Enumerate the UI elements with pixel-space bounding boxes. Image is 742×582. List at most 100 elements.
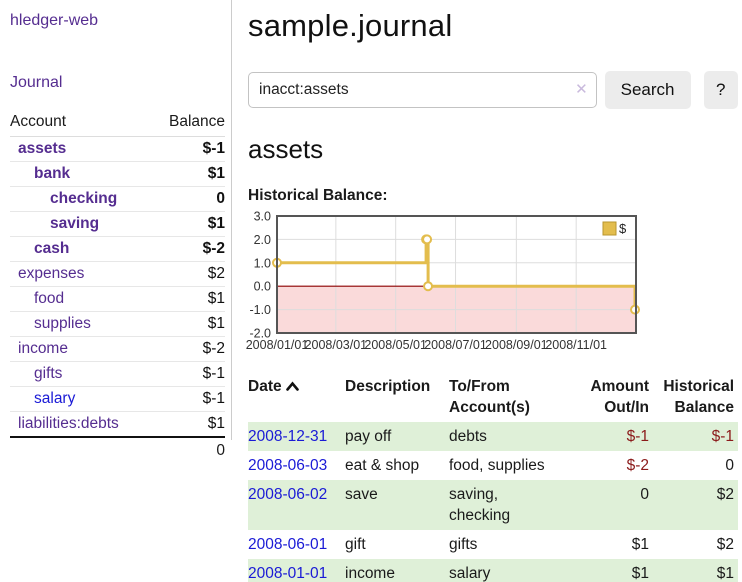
account-balance: $-2	[151, 336, 225, 362]
register-header-amount: Amount Out/In	[590, 378, 649, 416]
account-balance: $1	[151, 161, 225, 187]
transaction-accounts: debts	[449, 422, 571, 451]
sort-ascending-icon	[285, 377, 299, 398]
account-link[interactable]: gifts	[10, 361, 152, 387]
account-heading: assets	[248, 134, 324, 164]
accounts-total-spacer	[10, 436, 152, 463]
data-point-marker	[423, 281, 434, 292]
app-title-link[interactable]: hledger-web	[10, 12, 99, 29]
transaction-amount: $1	[571, 559, 653, 582]
register-header-date[interactable]: Date	[248, 374, 345, 422]
account-link[interactable]: liabilities:debts	[10, 411, 152, 438]
transaction-amount: 0	[571, 480, 653, 530]
chart-title: Historical Balance:	[248, 187, 388, 204]
transaction-row: 2008-06-02 save saving, checking 0 $2	[248, 480, 738, 530]
legend-label: $	[619, 221, 627, 236]
account-link[interactable]: saving	[10, 211, 152, 237]
account-balance: $-1	[151, 361, 225, 387]
register-header-accounts: To/From Account(s)	[449, 378, 530, 416]
account-balance: $1	[151, 211, 225, 237]
account-row: liabilities:debts $1	[10, 411, 225, 438]
account-row: income $-2	[10, 336, 225, 362]
account-link[interactable]: bank	[10, 161, 152, 187]
sidebar: hledger-web Journal Account Balance asse…	[0, 0, 232, 463]
chart-svg: $3.0 2.0 1.0 0.0 -1.0 -2.02008/01/012008/03/0…	[246, 210, 641, 352]
page-title: sample.journal	[248, 8, 453, 43]
account-balance: $1	[151, 286, 225, 312]
account-link[interactable]: expenses	[10, 261, 152, 287]
account-balance: $2	[151, 261, 225, 287]
transaction-date-link[interactable]: 2008-06-02	[248, 480, 345, 530]
transaction-amount: $-2	[626, 457, 649, 474]
accounts-header-balance: Balance	[151, 110, 225, 137]
transaction-date-link[interactable]: 2008-12-31	[248, 422, 345, 451]
y-axis-tick-label: 3.0	[254, 211, 271, 224]
register-table: Date Description To/From Account(s) Amou…	[248, 374, 738, 582]
transaction-accounts: salary	[449, 559, 571, 582]
register-header-row: Date Description To/From Account(s) Amou…	[248, 374, 738, 422]
x-axis-tick-label: 2008/01/01	[246, 338, 309, 352]
account-row: supplies $1	[10, 311, 225, 337]
account-row: saving $1	[10, 211, 225, 237]
accounts-header-account: Account	[10, 110, 152, 137]
search-input[interactable]	[248, 72, 597, 108]
account-balance: $-1	[151, 136, 225, 162]
y-axis-tick-label: -2.0	[249, 327, 271, 341]
account-row: expenses $2	[10, 261, 225, 287]
transaction-date-link[interactable]: 2008-06-03	[248, 457, 328, 474]
account-balance: $-2	[151, 236, 225, 262]
help-button[interactable]: ?	[703, 71, 738, 109]
account-link[interactable]: food	[10, 286, 152, 312]
account-row: cash $-2	[10, 236, 225, 262]
clear-search-icon[interactable]: ✕	[575, 81, 588, 98]
account-link[interactable]: assets	[10, 136, 152, 162]
account-row: checking 0	[10, 186, 225, 212]
account-row: gifts $-1	[10, 361, 225, 387]
account-link[interactable]: checking	[10, 186, 152, 212]
account-link[interactable]: income	[10, 336, 152, 362]
transaction-amount: $1	[631, 536, 649, 553]
transaction-description: gift	[345, 536, 366, 553]
transaction-date-link[interactable]: 2008-06-01	[248, 536, 328, 553]
main-content: sample.journal ✕ Search ? assets Histori…	[246, 0, 738, 582]
search-row: ✕ Search ?	[248, 71, 738, 109]
accounts-total-row: 0	[10, 436, 225, 463]
account-link[interactable]: cash	[10, 236, 152, 262]
transaction-balance: $2	[653, 480, 738, 530]
register-header-description: Description	[345, 378, 431, 395]
x-axis-tick-label: 2008/07/01	[424, 338, 487, 352]
transaction-accounts: saving, checking	[449, 480, 571, 530]
transaction-row: 2008-12-31 pay off debts $-1 $-1	[248, 422, 738, 451]
search-input-wrap: ✕	[248, 72, 597, 108]
x-axis-tick-label: 2008/03/01	[305, 338, 368, 352]
transaction-description: income	[345, 559, 449, 582]
transaction-accounts: food, supplies	[449, 457, 545, 474]
transaction-description: eat & shop	[345, 457, 420, 474]
account-link[interactable]: salary	[10, 386, 152, 412]
transaction-balance: 0	[725, 457, 734, 474]
account-row: bank $1	[10, 161, 225, 187]
y-axis-tick-label: 2.0	[254, 233, 271, 247]
transaction-row: 2008-06-03 eat & shop food, supplies $-2…	[248, 451, 738, 480]
account-row: food $1	[10, 286, 225, 312]
x-axis-tick-label: 2008/05/01	[364, 338, 427, 352]
data-point-marker	[422, 234, 433, 245]
search-button[interactable]: Search	[604, 71, 691, 109]
sidebar-item-journal[interactable]: Journal	[10, 74, 63, 91]
account-row: assets $-1	[10, 136, 225, 162]
transaction-row: 2008-01-01 income salary $1 $1	[248, 559, 738, 582]
accounts-table: Account Balance assets $-1 bank $1 check…	[10, 110, 225, 463]
transaction-balance: $1	[653, 559, 738, 582]
plot-border	[276, 215, 637, 334]
transaction-accounts: gifts	[449, 536, 478, 553]
transaction-amount: $-1	[571, 422, 653, 451]
accounts-total-value: 0	[151, 436, 225, 463]
account-link[interactable]: supplies	[10, 311, 152, 337]
register-header-balance: Historical Balance	[663, 378, 734, 416]
transaction-date-link[interactable]: 2008-01-01	[248, 559, 345, 582]
account-balance: $1	[151, 411, 225, 438]
account-balance: 0	[151, 186, 225, 212]
x-axis-tick-label: 2008/09/01	[485, 338, 548, 352]
transaction-balance: $-1	[653, 422, 738, 451]
